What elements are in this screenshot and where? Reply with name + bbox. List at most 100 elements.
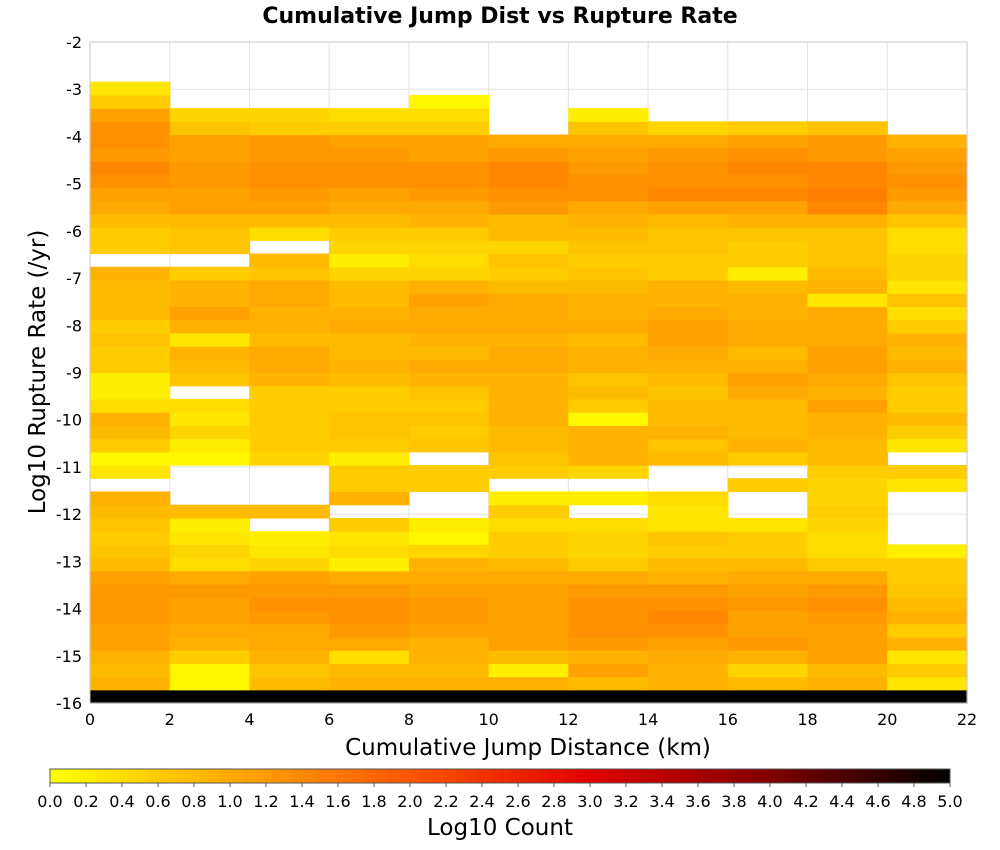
heatmap-cell (807, 279, 888, 294)
heatmap-cell (488, 279, 569, 294)
heatmap-cell (249, 689, 330, 704)
heatmap-cell (90, 491, 171, 506)
heatmap-cell (169, 147, 251, 162)
heatmap-cell (90, 425, 171, 440)
heatmap-cell (90, 372, 171, 387)
colorbar-tick-label: 1.4 (289, 792, 314, 811)
heatmap-cell (169, 174, 251, 189)
heatmap-cell (807, 293, 888, 307)
heatmap-cell (90, 266, 171, 281)
heatmap-cell (727, 385, 809, 400)
x-axis-label: Cumulative Jump Distance (km) (345, 735, 711, 761)
x-tick-label: 22 (957, 710, 977, 729)
heatmap-cell (169, 346, 251, 360)
heatmap-cell (807, 346, 888, 360)
heatmap-cell (408, 200, 490, 215)
heatmap-cell (488, 306, 569, 321)
heatmap-cell (488, 557, 569, 572)
heatmap-cell (648, 663, 729, 678)
heatmap-cell (727, 319, 809, 334)
heatmap-cell (807, 676, 888, 691)
colorbar-tick-label: 1.8 (361, 792, 386, 811)
heatmap-cell (408, 253, 490, 268)
heatmap-cell (90, 584, 171, 598)
heatmap-cell (648, 147, 729, 162)
x-tick-label: 16 (718, 710, 738, 729)
heatmap-cell (90, 517, 171, 532)
heatmap-cell (568, 266, 649, 281)
heatmap-cell (329, 597, 410, 612)
heatmap-cell (408, 227, 490, 241)
heatmap-cell (568, 147, 649, 162)
heatmap-cell (807, 385, 888, 400)
heatmap-cell (807, 253, 888, 268)
heatmap-cell (807, 412, 888, 426)
heatmap-cell (727, 650, 809, 664)
heatmap-cell (648, 134, 729, 149)
heatmap-cell (807, 531, 888, 545)
heatmap-cell (249, 319, 330, 334)
heatmap-cell (249, 227, 330, 241)
x-tick-label: 2 (165, 710, 175, 729)
heatmap-cell (249, 266, 330, 281)
heatmap-cell (169, 279, 251, 294)
heatmap-cell (887, 187, 968, 202)
heatmap-cell (90, 160, 171, 175)
heatmap-cell (568, 187, 649, 202)
heatmap-cell (807, 266, 888, 281)
heatmap-cell (169, 227, 251, 241)
heatmap-cell (727, 372, 809, 387)
heatmap-cell (648, 121, 729, 136)
heatmap-cell (249, 279, 330, 294)
heatmap-cell (568, 491, 649, 506)
heatmap-cell (408, 676, 490, 691)
heatmap-cell (887, 200, 968, 215)
heatmap-cell (648, 385, 729, 400)
heatmap-cell (329, 610, 410, 625)
heatmap-cell (488, 584, 569, 598)
plot-border (89, 41, 968, 704)
colorbar (49, 768, 951, 784)
heatmap-cell (169, 187, 251, 202)
colorbar-label: Log10 Count (427, 815, 573, 841)
heatmap-cell (648, 623, 729, 638)
heatmap-cell (408, 610, 490, 625)
heatmap-cell (887, 610, 968, 625)
heatmap-cell (408, 279, 490, 294)
heatmap-cell (648, 240, 729, 255)
heatmap-cell (408, 544, 490, 559)
heatmap-cell (727, 451, 809, 466)
heatmap-cell (169, 332, 251, 347)
heatmap-cell (807, 200, 888, 215)
heatmap-cell (807, 650, 888, 664)
heatmap-cell (90, 240, 171, 255)
heatmap-cell (169, 650, 251, 664)
heatmap-cell (90, 636, 171, 651)
heatmap-cell (887, 438, 968, 453)
heatmap-cell (90, 81, 171, 96)
heatmap-cell (408, 332, 490, 347)
heatmap-cell (329, 160, 410, 175)
heatmap-cell (329, 187, 410, 202)
heatmap-cell (90, 451, 171, 466)
colorbar-tick-label: 4.8 (901, 792, 926, 811)
heatmap-cell (648, 346, 729, 360)
heatmap-cell (807, 359, 888, 374)
heatmap-cell (887, 689, 968, 704)
colorbar-tick-label: 1.2 (253, 792, 278, 811)
heatmap-cell (488, 544, 569, 559)
heatmap-cell (90, 504, 171, 519)
heatmap-cell (90, 174, 171, 189)
x-tick-label: 4 (244, 710, 254, 729)
heatmap-cell (408, 478, 490, 493)
heatmap-cell (90, 385, 171, 400)
heatmap-cell (887, 570, 968, 585)
heatmap-cell (648, 319, 729, 334)
heatmap-cell (648, 544, 729, 559)
heatmap-cell (249, 346, 330, 360)
heatmap-cell (329, 478, 410, 493)
heatmap-cell (169, 200, 251, 215)
heatmap-cell (329, 266, 410, 281)
heatmap-cell (169, 412, 251, 426)
heatmap-cell (249, 372, 330, 387)
